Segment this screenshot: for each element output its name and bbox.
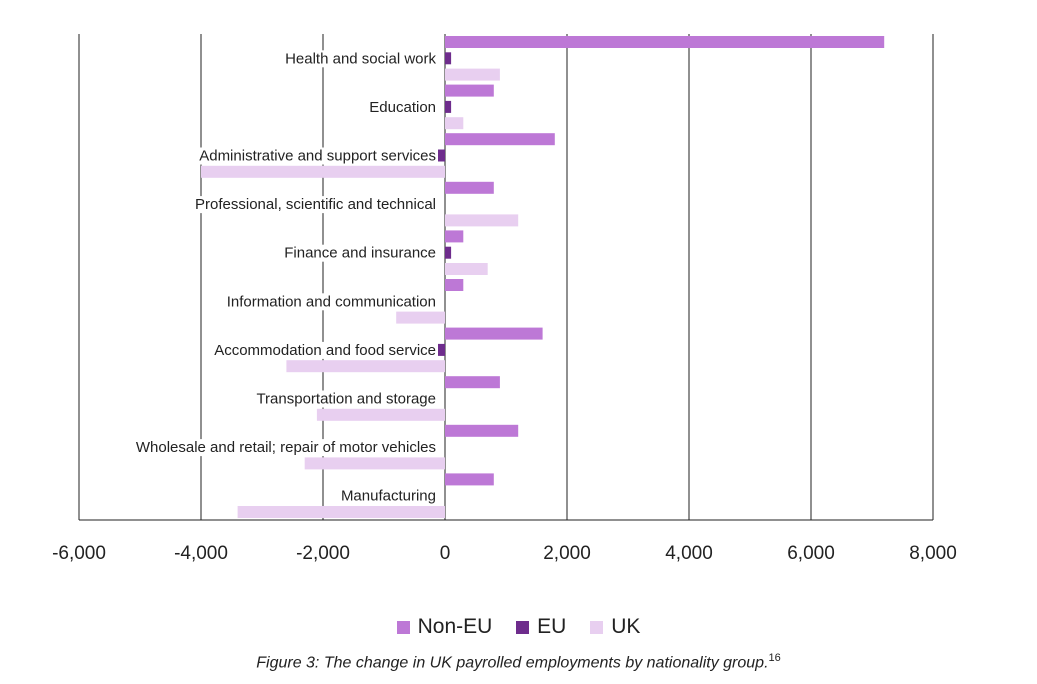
legend: Non-EU EU UK xyxy=(0,615,1037,640)
category-label-background xyxy=(338,487,438,505)
category-label: Information and communication xyxy=(227,293,436,310)
figure-caption: Figure 3: The change in UK payrolled emp… xyxy=(0,652,1037,672)
bar-uk-7 xyxy=(316,408,445,421)
legend-item-uk: UK xyxy=(590,615,640,639)
category-label-background xyxy=(283,50,439,68)
bar-non-eu-8 xyxy=(445,424,519,437)
category-label-background xyxy=(367,98,438,116)
category-label: Manufacturing xyxy=(341,488,436,505)
bar-chart: Health and social work Education Administr… xyxy=(52,34,957,564)
category-label: Finance and insurance xyxy=(284,245,436,262)
legend-swatch-non-eu xyxy=(396,620,410,634)
caption-footnote: 16 xyxy=(768,652,781,664)
bar-uk-3 xyxy=(445,214,519,227)
category-label-background xyxy=(212,341,438,359)
tick-label: -4,000 xyxy=(174,543,228,564)
category-label: Accommodation and food service xyxy=(214,342,436,359)
bar-non-eu-0 xyxy=(445,36,885,48)
legend-swatch-uk xyxy=(590,620,604,634)
category-label-background xyxy=(282,244,438,262)
category-label: Professional, scientific and technical xyxy=(195,196,436,213)
category-label: Health and social work xyxy=(285,50,436,67)
bar-eu-0 xyxy=(445,52,452,65)
bar-non-eu-5 xyxy=(445,279,464,291)
category-label-background xyxy=(133,439,438,457)
bar-non-eu-6 xyxy=(445,327,543,340)
category-label: Wholesale and retail; repair of motor ve… xyxy=(136,439,436,456)
legend-item-eu: EU xyxy=(516,615,566,639)
tick-label: 8,000 xyxy=(909,543,957,564)
bar-non-eu-1 xyxy=(445,84,494,97)
legend-label-eu: EU xyxy=(537,615,567,638)
category-label-background xyxy=(254,390,438,408)
bar-uk-2 xyxy=(201,165,445,178)
bar-uk-6 xyxy=(286,360,445,373)
tick-label: 0 xyxy=(440,543,451,564)
bar-uk-0 xyxy=(445,68,500,81)
bar-uk-8 xyxy=(304,457,445,470)
legend-item-non-eu: Non-EU xyxy=(396,615,493,639)
category-label: Education xyxy=(369,99,436,116)
legend-label-uk: UK xyxy=(611,615,641,638)
bar-uk-9 xyxy=(237,506,445,518)
bar-non-eu-9 xyxy=(445,473,494,486)
caption-text: Figure 3: The change in UK payrolled emp… xyxy=(256,654,769,672)
bar-non-eu-3 xyxy=(445,181,494,194)
bar-non-eu-7 xyxy=(445,376,500,389)
tick-label: -2,000 xyxy=(296,543,350,564)
tick-label: 4,000 xyxy=(665,543,713,564)
legend-swatch-eu xyxy=(516,620,530,634)
bar-non-eu-2 xyxy=(445,133,555,146)
tick-label: 6,000 xyxy=(787,543,835,564)
bar-non-eu-4 xyxy=(445,230,464,243)
bar-uk-5 xyxy=(396,311,445,324)
tick-label: 2,000 xyxy=(543,543,591,564)
category-label-background xyxy=(197,147,438,165)
bar-eu-1 xyxy=(445,100,452,113)
tick-label: -6,000 xyxy=(52,543,106,564)
bar-eu-4 xyxy=(445,246,452,259)
category-label: Transportation and storage xyxy=(256,391,436,408)
category-label: Administrative and support services xyxy=(199,148,436,165)
bar-uk-4 xyxy=(445,263,488,275)
legend-label-non-eu: Non-EU xyxy=(417,615,493,638)
category-label-background xyxy=(193,196,438,214)
bar-uk-1 xyxy=(445,117,464,130)
category-label-background xyxy=(224,293,438,311)
